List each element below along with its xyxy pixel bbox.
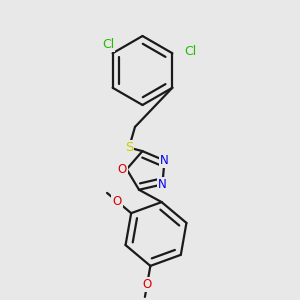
Text: O: O — [142, 278, 152, 291]
Text: O: O — [117, 163, 127, 176]
Text: O: O — [112, 195, 122, 208]
Text: N: N — [160, 154, 169, 167]
Text: Cl: Cl — [184, 45, 196, 58]
Text: S: S — [125, 141, 133, 154]
Text: Cl: Cl — [102, 38, 114, 51]
Text: N: N — [158, 178, 167, 191]
